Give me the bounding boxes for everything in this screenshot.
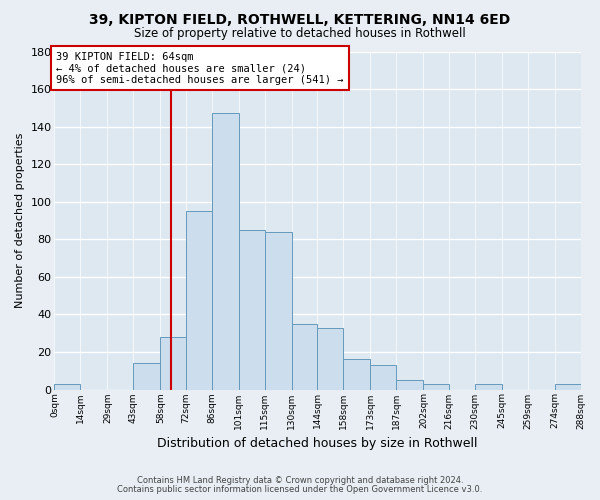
Bar	[370, 365, 396, 390]
X-axis label: Distribution of detached houses by size in Rothwell: Distribution of detached houses by size …	[157, 437, 478, 450]
Bar	[239, 230, 265, 390]
Bar	[317, 328, 343, 390]
Bar	[212, 114, 239, 390]
Bar	[160, 337, 186, 390]
Bar	[343, 360, 370, 390]
Bar	[265, 232, 292, 390]
Y-axis label: Number of detached properties: Number of detached properties	[15, 133, 25, 308]
Text: 39 KIPTON FIELD: 64sqm
← 4% of detached houses are smaller (24)
96% of semi-deta: 39 KIPTON FIELD: 64sqm ← 4% of detached …	[56, 52, 344, 84]
Bar	[424, 384, 449, 390]
Bar	[292, 324, 317, 390]
Bar	[396, 380, 424, 390]
Bar	[55, 384, 80, 390]
Text: Contains HM Land Registry data © Crown copyright and database right 2024.: Contains HM Land Registry data © Crown c…	[137, 476, 463, 485]
Text: 39, KIPTON FIELD, ROTHWELL, KETTERING, NN14 6ED: 39, KIPTON FIELD, ROTHWELL, KETTERING, N…	[89, 12, 511, 26]
Bar	[133, 363, 160, 390]
Bar	[475, 384, 502, 390]
Bar	[555, 384, 581, 390]
Text: Contains public sector information licensed under the Open Government Licence v3: Contains public sector information licen…	[118, 485, 482, 494]
Bar	[186, 211, 212, 390]
Text: Size of property relative to detached houses in Rothwell: Size of property relative to detached ho…	[134, 28, 466, 40]
